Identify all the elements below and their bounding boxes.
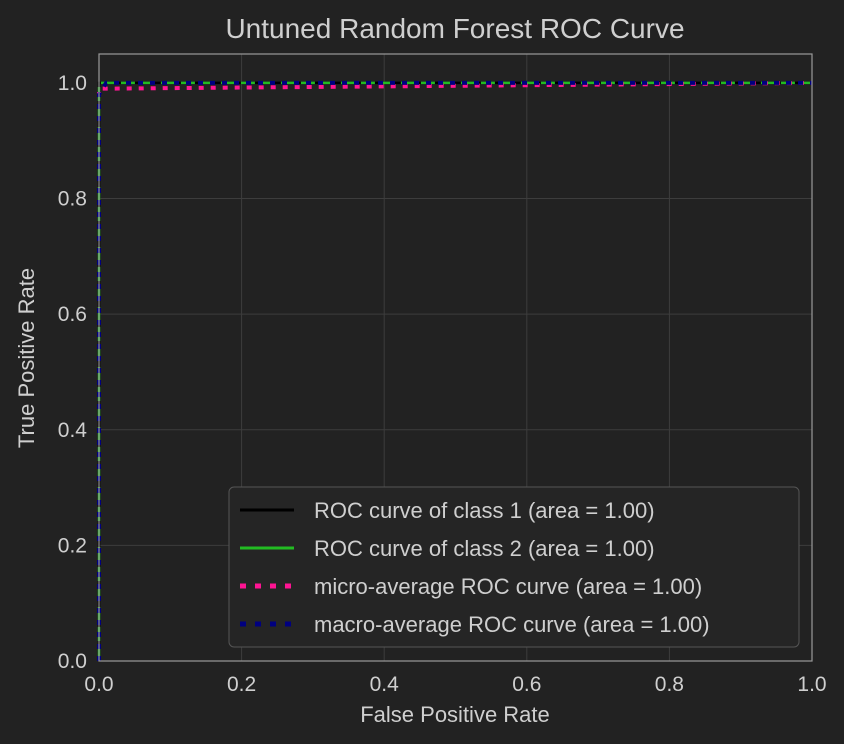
x-tick-labels: 0.0 0.2 0.4 0.6 0.8 1.0 bbox=[84, 673, 826, 696]
legend-label-3: micro-average ROC curve (area = 1.00) bbox=[314, 574, 702, 599]
y-axis-label: True Positive Rate bbox=[14, 268, 39, 448]
y-tick-label: 0.0 bbox=[58, 650, 87, 673]
x-tick-label: 0.8 bbox=[655, 673, 684, 696]
legend: ROC curve of class 1 (area = 1.00) ROC cu… bbox=[228, 486, 800, 648]
y-tick-label: 1.0 bbox=[58, 72, 87, 95]
x-tick-label: 0.0 bbox=[84, 673, 113, 696]
legend-box bbox=[228, 486, 800, 648]
x-tick-label: 0.2 bbox=[227, 673, 256, 696]
x-tick-label: 1.0 bbox=[797, 673, 826, 696]
y-tick-label: 0.8 bbox=[58, 188, 87, 211]
y-tick-label: 0.4 bbox=[58, 419, 88, 442]
axes-frame bbox=[98, 53, 813, 662]
x-axis-label: False Positive Rate bbox=[360, 702, 550, 727]
legend-label-1: ROC curve of class 1 (area = 1.00) bbox=[314, 498, 655, 523]
legend-label-4: macro-average ROC curve (area = 1.00) bbox=[314, 612, 710, 637]
y-tick-labels: 0.0 0.2 0.4 0.6 0.8 1.0 bbox=[58, 72, 88, 673]
chart-title: Untuned Random Forest ROC Curve bbox=[225, 13, 684, 44]
x-tick-label: 0.4 bbox=[370, 673, 400, 696]
y-tick-label: 0.6 bbox=[58, 303, 87, 326]
y-tick-label: 0.2 bbox=[58, 534, 87, 557]
legend-label-2: ROC curve of class 2 (area = 1.00) bbox=[314, 536, 655, 561]
x-tick-label: 0.6 bbox=[512, 673, 541, 696]
